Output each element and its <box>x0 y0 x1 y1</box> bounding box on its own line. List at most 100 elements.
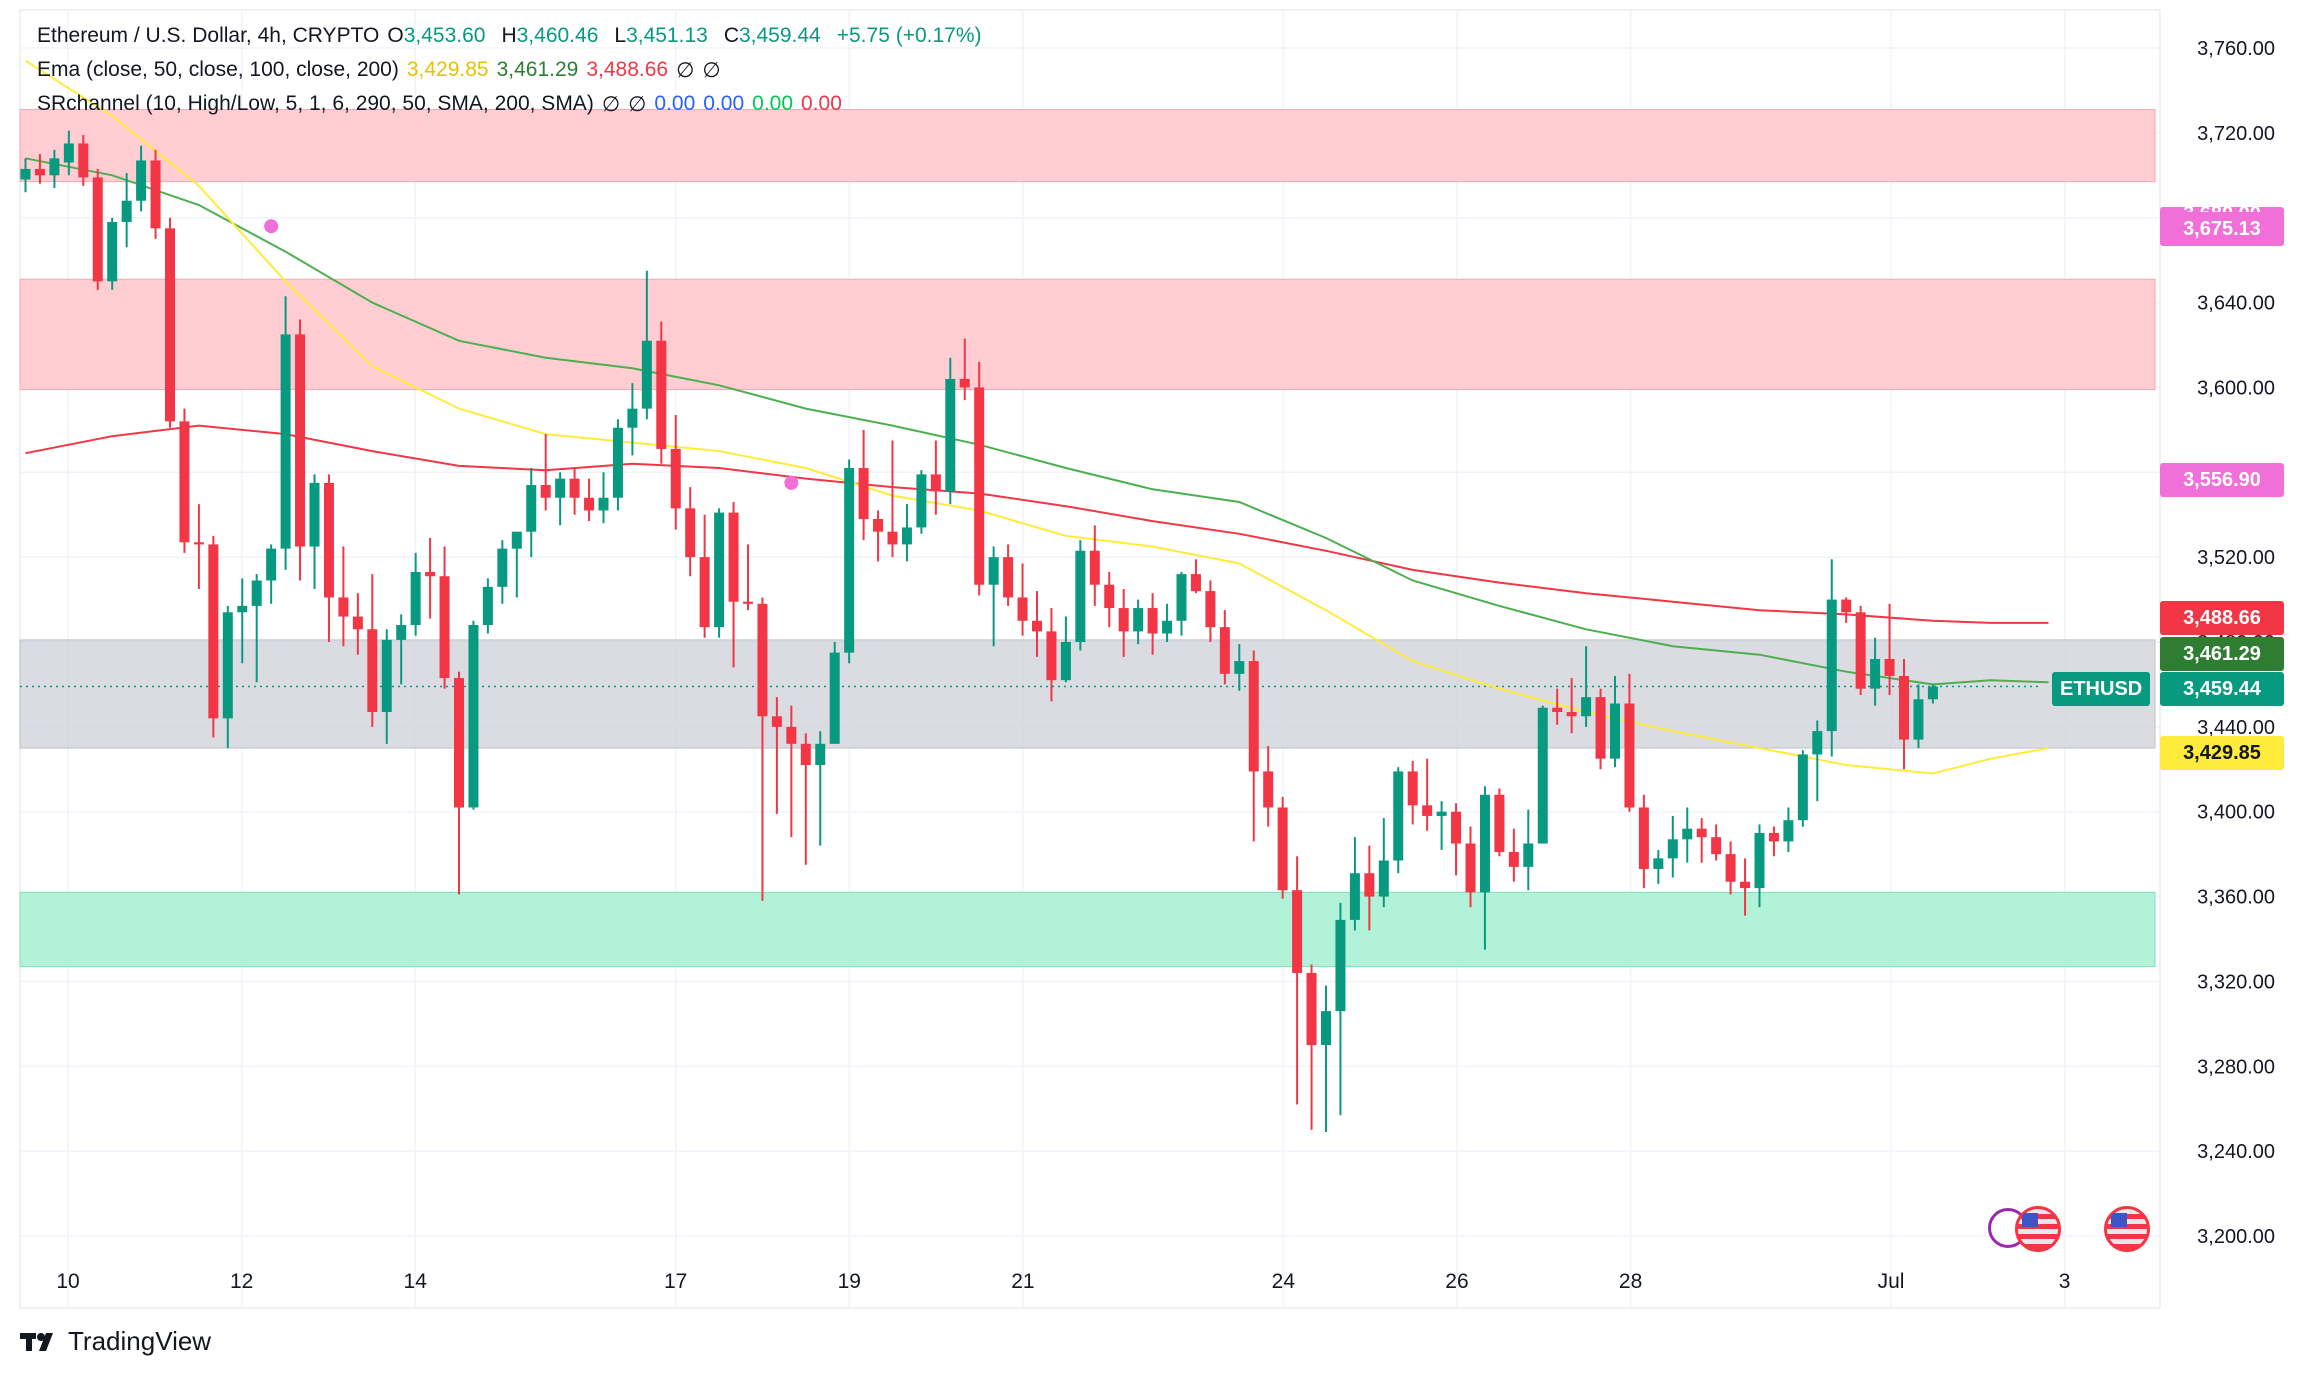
candle-body <box>367 629 378 713</box>
candle-body <box>771 716 782 727</box>
candle-body <box>136 160 147 201</box>
candle-body <box>1523 843 1534 867</box>
cross-marker <box>264 219 279 234</box>
candle-body <box>323 482 334 598</box>
candle-body <box>1797 754 1808 821</box>
ema100-line <box>25 157 2049 686</box>
candle-body <box>1465 843 1476 893</box>
candle-body <box>20 168 31 180</box>
y-tick-label: 3,520.00 <box>2197 547 2275 569</box>
srchannel-na-2: ∅ <box>628 93 647 116</box>
candle-body <box>612 427 623 498</box>
ema-na-1: ∅ <box>676 59 695 82</box>
x-tick-label: 10 <box>56 1270 79 1293</box>
candle-body <box>1899 675 1909 740</box>
candle-body <box>1147 608 1158 634</box>
candle-body <box>670 448 681 509</box>
candle-body <box>1205 591 1216 628</box>
candle-body <box>800 743 811 766</box>
candle-body <box>1003 557 1014 598</box>
tradingview-logo[interactable]: TradingView <box>20 1326 211 1357</box>
candle-body <box>844 468 855 653</box>
candle-body <box>1190 574 1201 592</box>
candle-body <box>1335 919 1346 1012</box>
y-tick-label: 3,280.00 <box>2197 1056 2275 1078</box>
high-label: H <box>501 24 517 47</box>
legend-ohlc: Ethereum / U.S. Dollar, 4h, CRYPTO O3,45… <box>37 24 990 48</box>
candle-body <box>497 548 508 587</box>
flag-canton <box>2022 1213 2038 1227</box>
x-tick-label: 24 <box>1272 1270 1296 1293</box>
candle-body <box>1711 837 1722 855</box>
candle-body <box>295 334 306 547</box>
candle-body <box>1682 828 1693 840</box>
candle-body <box>1754 832 1765 889</box>
ema-label: Ema (close, 50, close, 100, close, 200) <box>37 58 399 81</box>
candle-body <box>1378 860 1389 897</box>
srchannel-value-3: 0.00 <box>752 92 794 115</box>
ema50-value: 3,429.85 <box>406 58 489 81</box>
candle-body <box>1422 805 1433 816</box>
srchannel-na-1: ∅ <box>601 93 621 116</box>
close-label: C <box>723 24 739 47</box>
candles <box>20 130 1938 1133</box>
candle-body <box>1508 852 1519 867</box>
zone-resistance <box>19 109 2156 183</box>
symbol-title[interactable]: Ethereum / U.S. Dollar, 4h, CRYPTO <box>37 24 380 47</box>
candle-body <box>266 548 277 581</box>
candle-body <box>728 512 739 602</box>
change-value: +5.75 (+0.17%) <box>836 24 982 47</box>
candle-body <box>1349 873 1360 920</box>
candle-body <box>78 143 89 178</box>
candle-body <box>757 603 768 717</box>
candle-body <box>107 221 118 282</box>
candle-body <box>222 612 233 719</box>
candle-body <box>193 542 204 545</box>
candle-body <box>454 678 464 808</box>
x-tick-label: 19 <box>838 1270 861 1293</box>
candle-body <box>584 497 595 511</box>
candle-body <box>699 557 710 628</box>
candle-body <box>714 512 725 628</box>
tradingview-logo-icon <box>20 1332 53 1351</box>
candle-body <box>410 571 421 626</box>
candle-body <box>338 597 349 617</box>
candle-body <box>511 531 522 549</box>
candle-body <box>1046 631 1057 681</box>
candle-body <box>1321 1011 1331 1046</box>
candle-body <box>1855 612 1866 689</box>
us-flag-icon[interactable] <box>2015 1206 2061 1252</box>
candle-body <box>34 168 45 176</box>
legend-srchannel[interactable]: SRchannel (10, High/Low, 5, 1, 6, 290, 5… <box>37 92 850 117</box>
cross-markers <box>264 219 799 490</box>
candle-body <box>1451 811 1462 844</box>
candle-body <box>1393 771 1404 861</box>
candle-body <box>1581 697 1592 717</box>
candle-body <box>974 387 985 585</box>
candle-body <box>1436 811 1447 816</box>
candle-body <box>1306 972 1317 1046</box>
candle-body <box>179 421 190 543</box>
zone-support <box>19 891 2156 968</box>
candle-body <box>1248 661 1259 772</box>
candle-body <box>1783 820 1794 842</box>
x-tick-label: 17 <box>664 1270 687 1293</box>
candle-body <box>959 378 970 388</box>
srchannel-value-2: 0.00 <box>703 92 745 115</box>
candle-body <box>540 485 551 498</box>
legend-ema[interactable]: Ema (close, 50, close, 100, close, 200) … <box>37 58 729 83</box>
candle-body <box>1292 890 1303 973</box>
us-flag-icon-2[interactable] <box>2104 1206 2150 1252</box>
x-tick-label: 12 <box>230 1270 253 1293</box>
x-tick-label: 3 <box>2059 1270 2071 1293</box>
price-tag-last: 3,459.44 <box>2160 672 2284 706</box>
flag-canton-2 <box>2111 1213 2127 1227</box>
candle-body <box>381 639 392 713</box>
low-value: 3,451.13 <box>626 24 708 47</box>
zone-resistance <box>19 278 2156 391</box>
candle-body <box>1624 703 1635 808</box>
candle-body <box>988 557 999 585</box>
candle-body <box>165 228 175 422</box>
candle-body <box>786 726 797 744</box>
